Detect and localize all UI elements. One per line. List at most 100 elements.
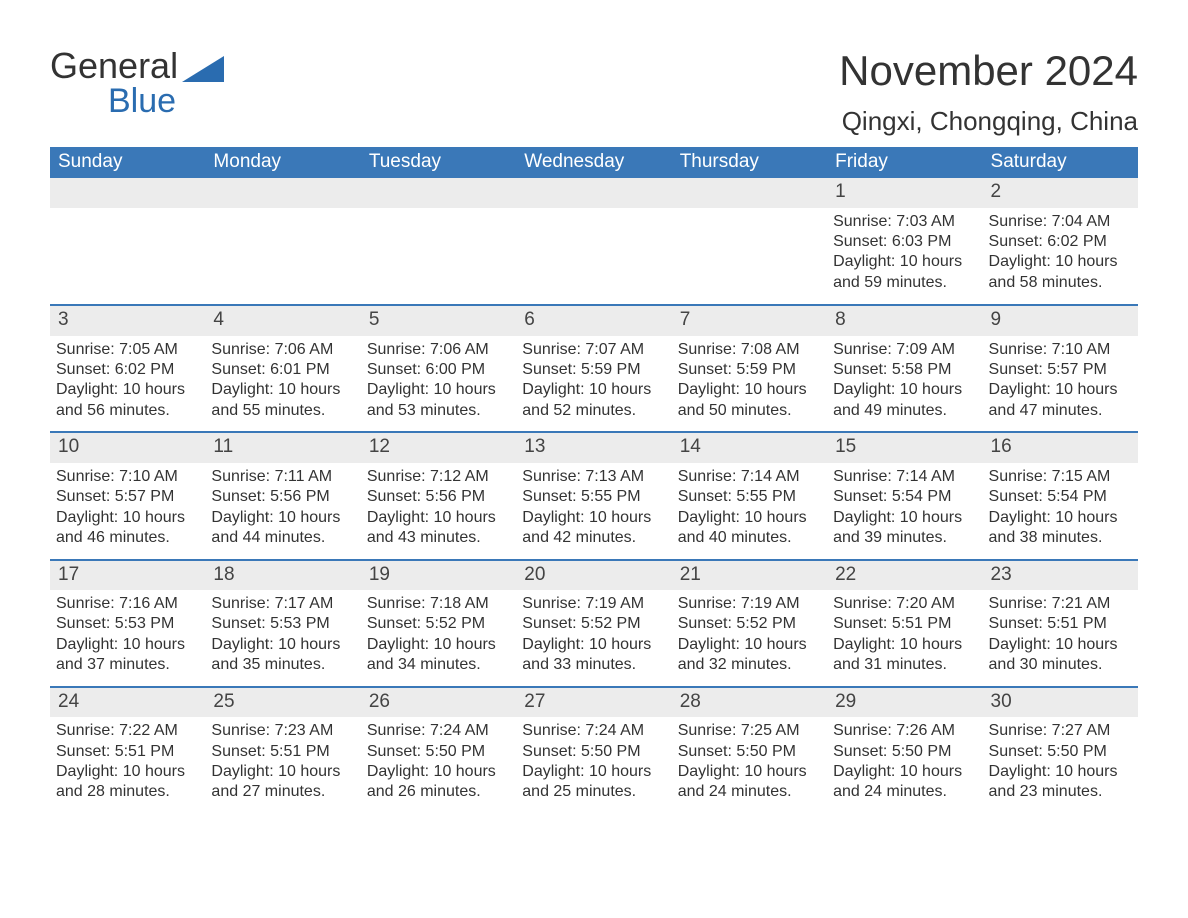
title-block: November 2024 Qingxi, Chongqing, China: [839, 48, 1138, 137]
daylight-line: Daylight: 10 hours and 24 minutes.: [833, 762, 976, 803]
day-cell: 17 Sunrise: 7:16 AMSunset: 5:53 PMDayligh…: [50, 561, 205, 686]
day-cell: 7Sunrise: 7:08 AMSunset: 5:59 PMDaylight…: [672, 306, 827, 431]
sunrise-line: Sunrise: 7:19 AM: [678, 594, 821, 614]
sunset-line: Sunset: 5:50 PM: [522, 742, 665, 762]
sunset-line: Sunset: 5:52 PM: [522, 614, 665, 634]
sunset-line: Sunset: 5:51 PM: [833, 614, 976, 634]
sunrise-line: Sunrise: 7:09 AM: [833, 340, 976, 360]
day-number: 13: [516, 433, 671, 462]
daylight-line: Daylight: 10 hours and 30 minutes.: [989, 635, 1132, 676]
daylight-line: Daylight: 10 hours and 35 minutes.: [211, 635, 354, 676]
sunrise-line: Sunrise: 7:22 AM: [56, 721, 199, 741]
day-cell: 16Sunrise: 7:15 AMSunset: 5:54 PMDayligh…: [983, 433, 1138, 558]
day-cell: 25 Sunrise: 7:23 AMSunset: 5:51 PMDayligh…: [205, 688, 360, 813]
day-number: 20: [516, 561, 671, 590]
sunset-line: Sunset: 5:51 PM: [56, 742, 199, 762]
day-cell: [361, 178, 516, 304]
day-of-week-cell: Friday: [827, 147, 982, 178]
page: General Blue November 2024 Qingxi, Chong…: [0, 0, 1188, 853]
sunset-line: Sunset: 5:53 PM: [56, 614, 199, 634]
location: Qingxi, Chongqing, China: [839, 106, 1138, 137]
sunset-line: Sunset: 5:59 PM: [678, 360, 821, 380]
sunset-line: Sunset: 5:50 PM: [678, 742, 821, 762]
week-row: 10 Sunrise: 7:10 AMSunset: 5:57 PM Dayligh…: [50, 431, 1138, 558]
sunset-line: Sunset: 5:56 PM: [367, 487, 510, 507]
day-number: 25: [205, 688, 360, 717]
day-number: 9: [983, 306, 1138, 335]
day-number: 10: [50, 433, 205, 462]
day-number: 29: [827, 688, 982, 717]
day-cell: 3Sunrise: 7:05 AMSunset: 6:02 PMDaylight…: [50, 306, 205, 431]
sunrise-line: Sunrise: 7:13 AM: [522, 467, 665, 487]
day-of-week-cell: Monday: [205, 147, 360, 178]
day-cell: 5Sunrise: 7:06 AMSunset: 6:00 PMDaylight…: [361, 306, 516, 431]
day-cell: 11Sunrise: 7:11 AMSunset: 5:56 PMDayligh…: [205, 433, 360, 558]
day-cell: 9Sunrise: 7:10 AMSunset: 5:57 PMDaylight…: [983, 306, 1138, 431]
day-number: 4: [205, 306, 360, 335]
sunrise-line: Sunrise: 7:27 AM: [989, 721, 1132, 741]
daylight-line: Daylight: 10 hours and 34 minutes.: [367, 635, 510, 676]
daylight-line: Daylight: 10 hours and 27 minutes.: [211, 762, 354, 803]
day-number: 24: [50, 688, 205, 717]
day-number: 5: [361, 306, 516, 335]
sunrise-line: Sunrise: 7:16 AM: [56, 594, 199, 614]
day-number: 16: [983, 433, 1138, 462]
day-cell: 27Sunrise: 7:24 AMSunset: 5:50 PMDayligh…: [516, 688, 671, 813]
sunset-line: Sunset: 5:51 PM: [211, 742, 354, 762]
daylight-line: Daylight: 10 hours and 52 minutes.: [522, 380, 665, 421]
day-cell: 2Sunrise: 7:04 AMSunset: 6:02 PMDaylight…: [983, 178, 1138, 304]
day-number: 26: [361, 688, 516, 717]
daylight-line: Daylight: 10 hours and 59 minutes.: [833, 252, 976, 293]
brand-word-1: General: [50, 48, 178, 84]
daylight-line: Daylight: 10 hours and 37 minutes.: [56, 635, 199, 676]
sunset-line: Sunset: 5:54 PM: [989, 487, 1132, 507]
day-number: 8: [827, 306, 982, 335]
day-cell: 21Sunrise: 7:19 AMSunset: 5:52 PMDayligh…: [672, 561, 827, 686]
daylight-line: Daylight: 10 hours and 39 minutes.: [833, 508, 976, 549]
sunrise-line: Sunrise: 7:04 AM: [989, 212, 1132, 232]
daylight-line: Daylight: 10 hours and 50 minutes.: [678, 380, 821, 421]
sunset-line: Sunset: 5:50 PM: [833, 742, 976, 762]
week-row: 17Sunrise: 7:16 AMSunset: 5:53 PMDayligh…: [50, 559, 1138, 686]
day-cell: 24 Sunrise: 7:22 AMSunset: 5:51 PMDayligh…: [50, 688, 205, 813]
day-cell: 12Sunrise: 7:12 AMSunset: 5:56 PMDayligh…: [361, 433, 516, 558]
sunset-line: Sunset: 6:01 PM: [211, 360, 354, 380]
day-number: 30: [983, 688, 1138, 717]
day-number: 14: [672, 433, 827, 462]
day-of-week-cell: Saturday: [983, 147, 1138, 178]
daylight-line: Daylight: 10 hours and 24 minutes.: [678, 762, 821, 803]
day-number: 17: [50, 561, 205, 590]
sunrise-line: Sunrise: 7:11 AM: [211, 467, 354, 487]
sunrise-line: Sunrise: 7:26 AM: [833, 721, 976, 741]
sunrise-line: Sunrise: 7:20 AM: [833, 594, 976, 614]
sunset-line: Sunset: 5:55 PM: [522, 487, 665, 507]
daylight-line: Daylight: 10 hours and 31 minutes.: [833, 635, 976, 676]
day-number: 12: [361, 433, 516, 462]
sunrise-line: Sunrise: 7:10 AM: [989, 340, 1132, 360]
sunrise-line: Sunrise: 7:24 AM: [367, 721, 510, 741]
day-number: 21: [672, 561, 827, 590]
daylight-line: Daylight: 10 hours and 28 minutes.: [56, 762, 199, 803]
brand-triangle-icon: [182, 52, 224, 88]
day-of-week-header: SundayMondayTuesdayWednesdayThursdayFrid…: [50, 147, 1138, 178]
day-number: 27: [516, 688, 671, 717]
sunset-line: Sunset: 6:02 PM: [56, 360, 199, 380]
sunset-line: Sunset: 5:53 PM: [211, 614, 354, 634]
daylight-line: Daylight: 10 hours and 33 minutes.: [522, 635, 665, 676]
sunrise-line: Sunrise: 7:23 AM: [211, 721, 354, 741]
daylight-line: Daylight: 10 hours and 32 minutes.: [678, 635, 821, 676]
day-number: [361, 178, 516, 207]
day-number: 6: [516, 306, 671, 335]
sunset-line: Sunset: 6:00 PM: [367, 360, 510, 380]
sunset-line: Sunset: 5:52 PM: [367, 614, 510, 634]
day-cell: [516, 178, 671, 304]
day-cell: [50, 178, 205, 304]
daylight-line: Daylight: 10 hours and 42 minutes.: [522, 508, 665, 549]
sunset-line: Sunset: 5:57 PM: [56, 487, 199, 507]
day-cell: 20Sunrise: 7:19 AMSunset: 5:52 PMDayligh…: [516, 561, 671, 686]
day-number: [516, 178, 671, 207]
day-cell: 26Sunrise: 7:24 AMSunset: 5:50 PMDayligh…: [361, 688, 516, 813]
day-cell: 8Sunrise: 7:09 AMSunset: 5:58 PMDaylight…: [827, 306, 982, 431]
sunrise-line: Sunrise: 7:10 AM: [56, 467, 199, 487]
sunset-line: Sunset: 5:59 PM: [522, 360, 665, 380]
